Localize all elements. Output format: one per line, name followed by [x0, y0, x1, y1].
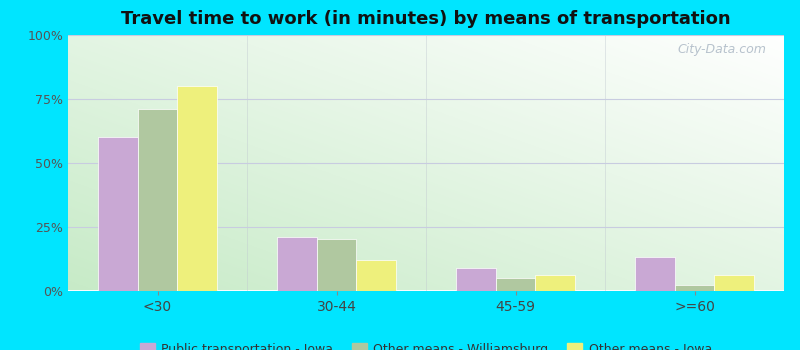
Bar: [457, 267, 496, 290]
Legend: Public transportation - Iowa, Other means - Williamsburg, Other means - Iowa: Public transportation - Iowa, Other mean…: [135, 338, 717, 350]
Bar: [317, 239, 356, 290]
Bar: [98, 137, 138, 290]
Bar: [496, 278, 535, 290]
Bar: [714, 275, 754, 290]
Bar: [278, 237, 317, 290]
Bar: [138, 109, 177, 290]
Bar: [177, 86, 217, 290]
Bar: [535, 275, 574, 290]
Bar: [356, 260, 395, 290]
Title: Travel time to work (in minutes) by means of transportation: Travel time to work (in minutes) by mean…: [121, 10, 731, 28]
Bar: [675, 285, 714, 290]
Bar: [635, 257, 675, 290]
Text: City-Data.com: City-Data.com: [678, 43, 766, 56]
